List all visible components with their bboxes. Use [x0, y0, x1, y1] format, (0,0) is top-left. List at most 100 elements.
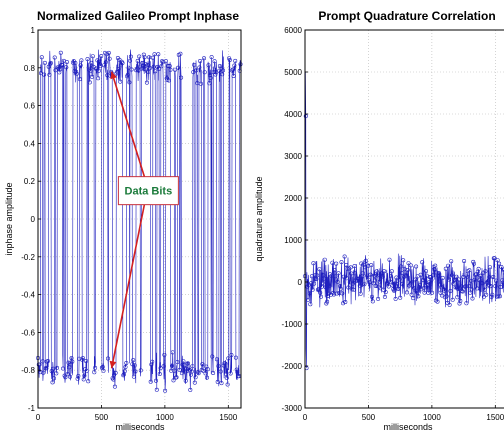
y-tick-label: 4000 [284, 110, 302, 119]
data-point [103, 60, 108, 65]
data-point [135, 58, 140, 63]
x-ticks: 0 500 1000 1500 [303, 405, 504, 422]
data-point [411, 296, 416, 301]
data-point [322, 257, 327, 262]
data-point [189, 369, 194, 374]
data-point [159, 64, 164, 69]
data-point [38, 71, 43, 76]
data-point [351, 287, 356, 292]
data-point [446, 277, 451, 282]
data-point [471, 261, 476, 266]
data-point [436, 271, 441, 276]
data-point [326, 291, 331, 296]
data-point [497, 294, 502, 299]
data-point [213, 72, 218, 77]
data-point [430, 290, 435, 295]
data-point [468, 278, 473, 283]
data-point [487, 274, 492, 279]
data-point [126, 65, 131, 70]
data-point [233, 58, 238, 63]
data-point [82, 373, 87, 378]
data-point [182, 366, 187, 371]
data-point [190, 364, 195, 369]
data-point [423, 269, 428, 274]
data-point [81, 377, 86, 382]
data-point [404, 290, 409, 295]
data-point [143, 61, 148, 66]
data-point [410, 280, 415, 285]
y-tick-label: 6000 [284, 26, 302, 35]
data-point [315, 273, 320, 278]
data-series [35, 49, 243, 393]
y-ticks: -3000 -2000 -1000 0 1000 2000 3000 4000 5000 6000 [282, 26, 308, 413]
data-point [227, 57, 232, 62]
data-point [375, 273, 380, 278]
data-point [58, 50, 63, 55]
data-point [362, 282, 367, 287]
data-point [425, 283, 430, 288]
data-point [228, 371, 233, 376]
data-point [231, 74, 236, 79]
data-point [306, 282, 311, 287]
data-point [60, 63, 65, 68]
data-point [494, 278, 499, 283]
data-point [121, 373, 126, 378]
data-point [116, 67, 121, 72]
x-tick-label: 1500 [219, 413, 237, 422]
data-point [207, 81, 212, 86]
data-point [212, 59, 217, 64]
data-point [96, 68, 101, 73]
data-point [86, 379, 91, 384]
data-point [200, 362, 205, 367]
data-point [158, 366, 163, 371]
data-point [75, 376, 80, 381]
data-point [436, 273, 441, 278]
data-point [487, 265, 492, 270]
data-point [497, 261, 502, 266]
y-tick-label: -0.4 [21, 291, 35, 300]
data-point [341, 274, 346, 279]
y-tick-label: 1 [31, 26, 36, 35]
data-point [171, 378, 176, 383]
data-point [434, 270, 439, 275]
data-point [94, 66, 99, 71]
data-point [150, 359, 155, 364]
y-ticks: -1 -0.8 -0.6 -0.4 -0.2 0 0.2 0.4 0.6 0.8 1 [21, 26, 41, 413]
data-point [372, 273, 377, 278]
data-point [51, 366, 56, 371]
data-point [50, 380, 55, 385]
data-point [191, 70, 196, 75]
data-point [356, 277, 361, 282]
data-point [433, 263, 438, 268]
data-point [65, 372, 70, 377]
data-point [466, 284, 471, 289]
data-point [392, 287, 397, 292]
y-tick-label: -2000 [282, 362, 303, 371]
data-point [76, 373, 81, 378]
data-point [54, 365, 59, 370]
x-ticks: 0 500 1000 1500 [36, 405, 238, 422]
data-point [206, 63, 211, 68]
data-point [336, 271, 341, 276]
data-point [192, 380, 197, 385]
data-point [342, 254, 347, 259]
data-point [68, 374, 73, 379]
data-point [70, 359, 75, 364]
data-point [144, 80, 149, 85]
data-point [396, 286, 401, 291]
data-point [344, 276, 349, 281]
x-tick-label: 0 [303, 413, 308, 422]
data-point [398, 264, 403, 269]
data-point [321, 276, 326, 281]
data-point [195, 81, 200, 86]
data-point [398, 295, 403, 300]
data-point [120, 60, 125, 65]
data-point [179, 75, 184, 80]
data-point [84, 369, 89, 374]
annotation: Data Bits [109, 71, 179, 369]
data-point [502, 267, 504, 272]
data-point [320, 280, 325, 285]
data-point [208, 73, 213, 78]
data-point [477, 278, 482, 283]
data-point [468, 290, 473, 295]
